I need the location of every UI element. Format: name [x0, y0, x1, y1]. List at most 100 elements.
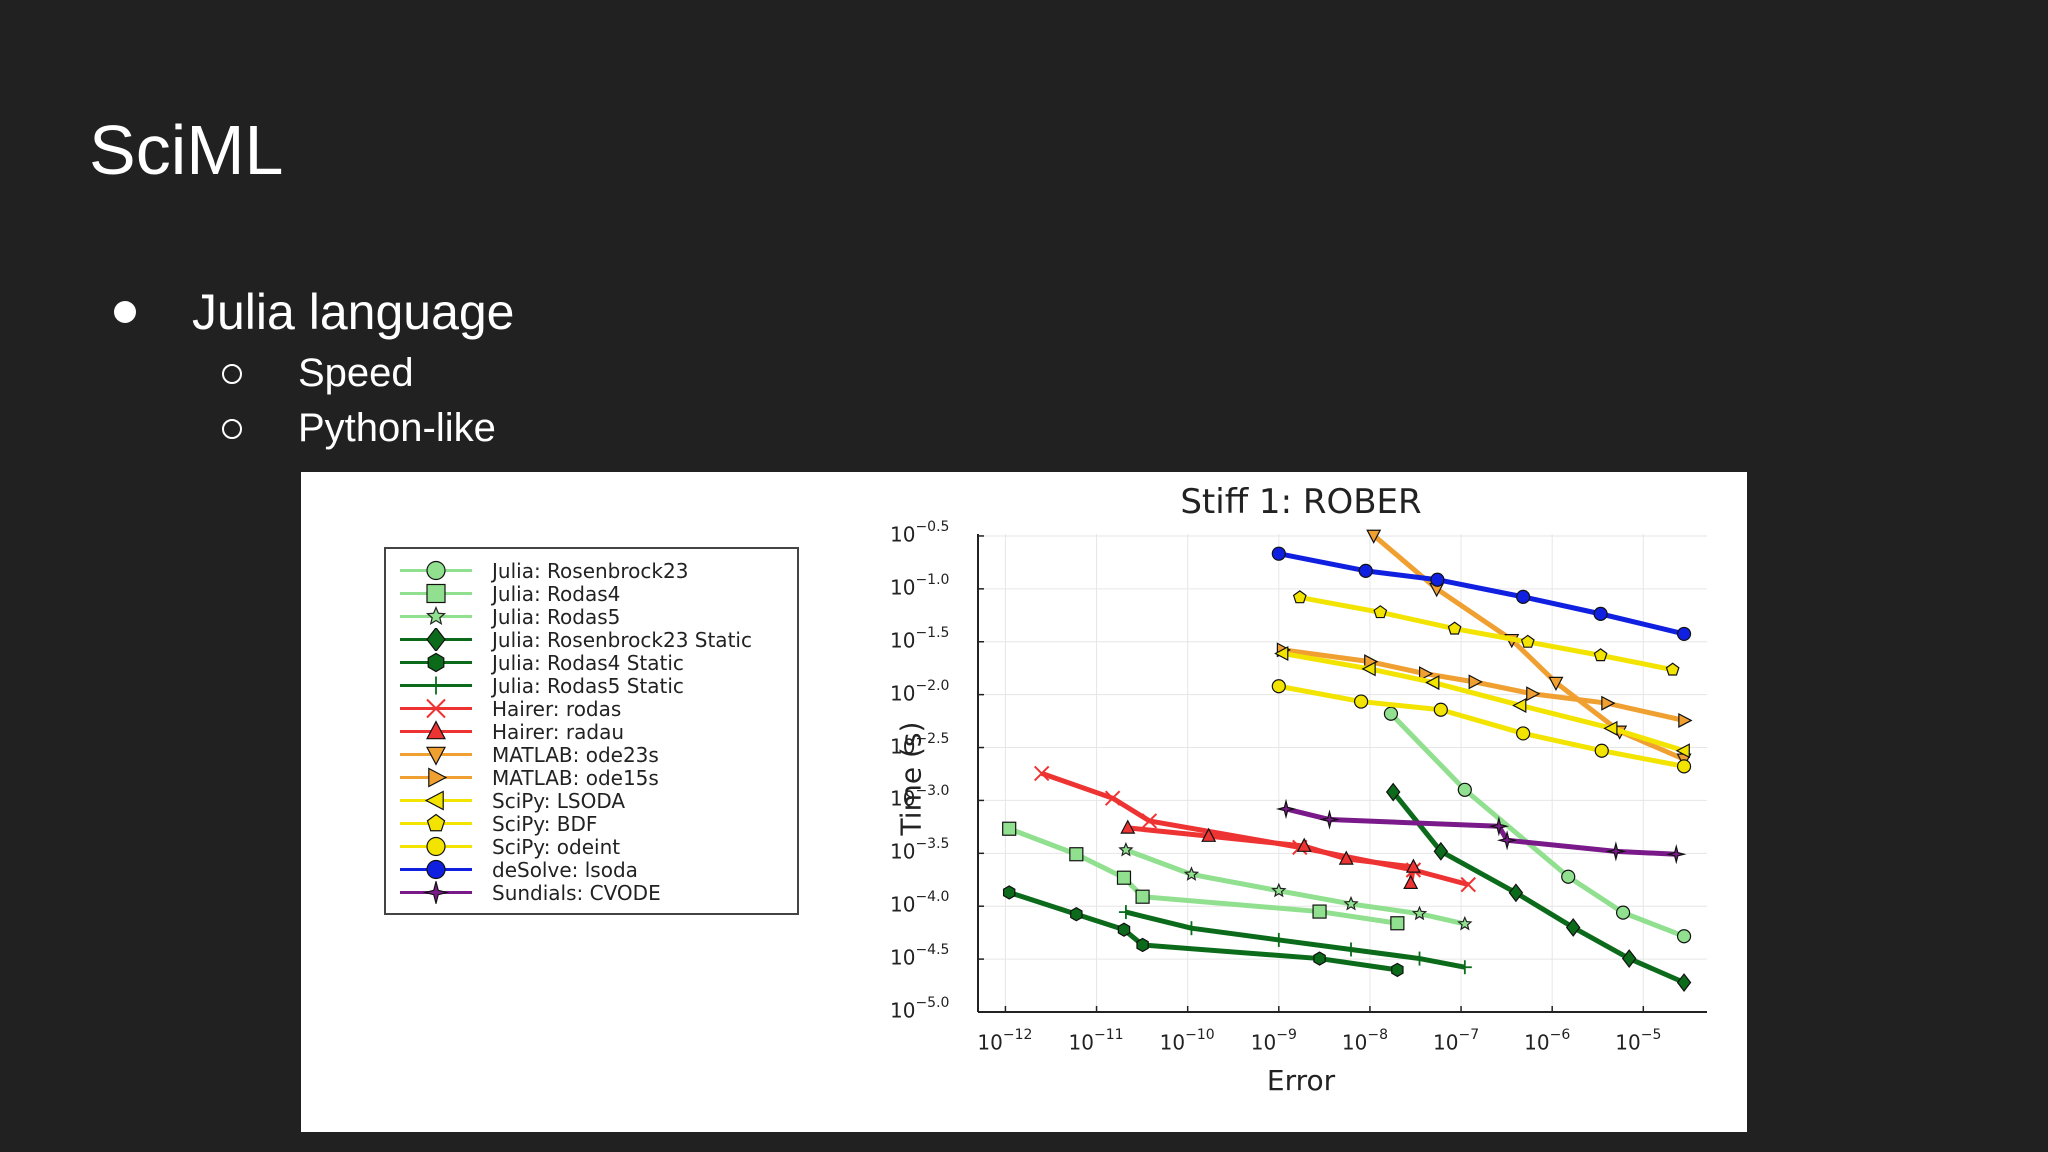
data-point [1391, 962, 1404, 978]
data-point [1601, 695, 1616, 711]
data-point [1676, 973, 1692, 992]
data-point [1593, 606, 1608, 621]
x-tick-label: 10−9 [1250, 1027, 1297, 1055]
legend-label: Julia: Rodas4 [492, 581, 621, 606]
data-point [1412, 951, 1427, 966]
data-point [1135, 889, 1150, 904]
legend-label: Julia: Rodas5 Static [492, 673, 684, 698]
data-point [1120, 819, 1136, 834]
legend-label: MATLAB: ode15s [492, 765, 659, 790]
legend-entry: Julia: Rodas4 Static [386, 650, 797, 675]
series-line [1282, 651, 1685, 754]
legend-label: Julia: Rosenbrock23 [492, 558, 689, 583]
y-tick-label: 10−5.0 [890, 995, 950, 1023]
legend-label: Hairer: rodas [492, 696, 622, 721]
data-point [1512, 697, 1527, 713]
legend-label: Julia: Rosenbrock23 Static [492, 627, 752, 652]
data-point [1676, 929, 1692, 944]
bullet-ring-icon [222, 363, 242, 384]
data-point [1002, 821, 1017, 836]
data-point [1275, 798, 1297, 820]
data-point [1615, 905, 1631, 920]
data-point [1358, 563, 1373, 578]
data-point [1313, 951, 1326, 966]
series-line [1299, 594, 1674, 673]
legend-entry: Julia: Rodas5 Static [386, 673, 797, 698]
data-point [1271, 882, 1287, 898]
data-point [1496, 830, 1518, 851]
legend-swatch [400, 720, 472, 740]
legend-swatch [400, 583, 472, 604]
data-point [1117, 922, 1131, 937]
y-tick-label: 10−0.5 [890, 518, 950, 547]
y-axis-label: Time (s) [894, 721, 928, 836]
data-point [1676, 759, 1692, 774]
x-tick-label: 10−7 [1433, 1027, 1480, 1055]
legend-entry: Hairer: radau [386, 720, 797, 744]
legend-label: deSolve: lsoda [492, 857, 638, 882]
legend-swatch [400, 767, 472, 788]
legend-swatch [400, 676, 472, 695]
data-point [1403, 874, 1419, 890]
series-desolve-lsoda [1271, 546, 1692, 642]
data-point [1433, 702, 1448, 717]
data-point [1676, 626, 1692, 642]
bullet-ring-icon [222, 418, 242, 439]
x-axis-label: Error [1266, 1064, 1336, 1097]
legend-entry: deSolve: lsoda [386, 857, 797, 882]
legend-entry: Julia: Rosenbrock23 Static [386, 627, 797, 652]
data-point [1605, 841, 1627, 862]
data-point [1433, 841, 1449, 861]
legend-entry: Julia: Rodas4 [386, 581, 797, 606]
data-point [1383, 706, 1399, 721]
legend-swatch [400, 652, 472, 673]
y-tick-label: 10−1.5 [890, 624, 950, 653]
plot-area [977, 529, 1707, 1013]
legend-label: SciPy: odeint [492, 834, 621, 859]
data-point [1675, 743, 1690, 759]
series-scipy-lsoda [1274, 645, 1690, 759]
data-point [1548, 676, 1564, 692]
data-point [1621, 949, 1637, 968]
series-line [1008, 890, 1398, 973]
data-point [1508, 883, 1524, 903]
data-point [1118, 905, 1133, 920]
legend-entry: Julia: Rosenbrock23 [386, 558, 797, 583]
legend-swatch [400, 605, 472, 626]
data-point [1141, 813, 1158, 829]
data-point [1457, 782, 1472, 797]
series-scipy-odeint [1271, 679, 1692, 774]
data-point [1002, 885, 1016, 900]
data-point [1425, 675, 1440, 691]
data-point [1271, 932, 1286, 947]
chart-figure: Stiff 1: ROBER Julia: Rosenbrock23 Julia:… [301, 472, 1747, 1132]
series-hairer-rodas [1033, 765, 1476, 893]
data-point [1319, 809, 1340, 830]
data-point [1457, 915, 1473, 931]
data-point [1457, 960, 1472, 975]
data-point [1343, 895, 1359, 911]
data-point [1296, 837, 1312, 852]
data-point [1488, 816, 1510, 837]
data-point [1405, 858, 1421, 873]
series-julia-rosenbrock23-static [1385, 782, 1692, 992]
legend-label: SciPy: BDF [492, 811, 598, 836]
bullet-dot-icon [114, 301, 136, 323]
data-point [1184, 921, 1199, 936]
slide-title: SciML [89, 111, 284, 189]
legend-swatch [400, 746, 472, 766]
data-point [1430, 572, 1445, 587]
data-point [1666, 844, 1687, 865]
data-point [1361, 661, 1376, 677]
x-tick-label: 10−11 [1068, 1027, 1124, 1055]
data-point [1665, 662, 1680, 676]
data-point [1520, 634, 1535, 648]
data-point [1033, 765, 1050, 782]
data-point [1366, 529, 1382, 544]
legend-label: Julia: Rodas4 Static [492, 650, 684, 675]
bullet-text: Julia language [192, 284, 515, 340]
y-tick-label: 10−3.5 [890, 836, 950, 864]
legend-swatch [400, 560, 472, 581]
data-point [1593, 648, 1608, 662]
series-julia-rodas4-static [1002, 885, 1404, 978]
